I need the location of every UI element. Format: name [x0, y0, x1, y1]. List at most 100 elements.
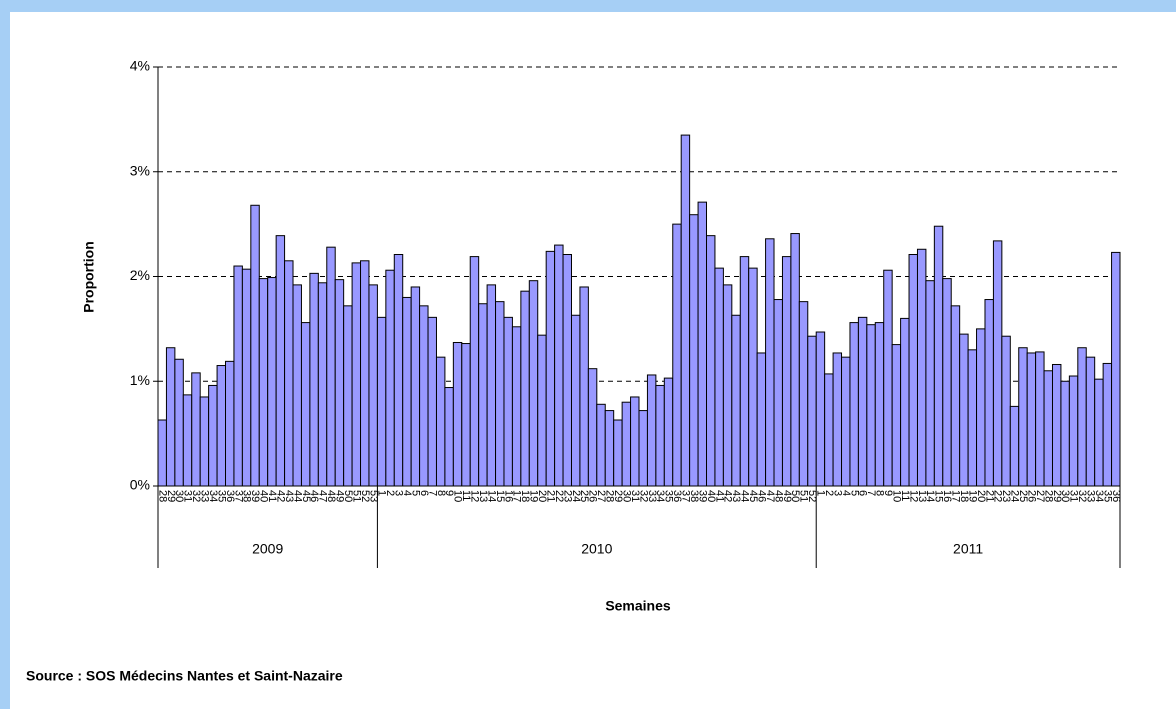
bar [469, 256, 480, 487]
x-tick-label: 9 [882, 490, 894, 496]
x-tick-label: 11 [460, 490, 472, 501]
x-tick-label: 15 [933, 490, 945, 502]
bar [714, 267, 724, 487]
bar [942, 278, 952, 487]
x-tick-label: 53 [367, 490, 379, 502]
bar [511, 326, 522, 487]
x-tick-label: 24 [570, 490, 582, 502]
bar [680, 134, 691, 487]
bar [528, 280, 539, 487]
x-tick-label: 14 [485, 490, 497, 502]
x-tick-label: 25 [1017, 490, 1029, 502]
bar [790, 233, 800, 487]
x-tick-label: 38 [241, 490, 253, 502]
x-tick-label: 32 [1076, 490, 1088, 502]
x-tick-label: 46 [308, 490, 320, 502]
x-tick-label: 31 [1068, 490, 1080, 502]
x-axis-label: Semaines [605, 598, 671, 614]
bar [216, 365, 227, 487]
bar [832, 352, 843, 487]
x-tick-label: 5 [409, 490, 421, 496]
bar [655, 384, 665, 487]
bar [807, 335, 817, 487]
bar [697, 201, 708, 487]
bar [908, 254, 918, 487]
bar [891, 344, 902, 487]
bar [613, 419, 623, 487]
x-tick-label: 28 [1042, 490, 1054, 502]
x-tick-label: 31 [629, 490, 641, 502]
bar [182, 394, 193, 487]
bar [478, 303, 488, 487]
bar [562, 254, 572, 487]
y-tick-label: 3% [130, 162, 150, 178]
source: Source : SOS Médecins Nantes et Saint-Na… [26, 668, 343, 684]
x-tick-label: 26 [587, 490, 599, 502]
bar [587, 368, 598, 487]
x-tick-label: 9 [443, 490, 455, 496]
x-tick-label: 26 [1025, 490, 1037, 502]
x-tick-label: 7 [865, 490, 877, 496]
x-tick-label: 51 [798, 490, 810, 502]
x-tick-label: 41 [713, 490, 725, 502]
x-tick-label: 15 [494, 490, 506, 502]
x-tick-label: 6 [418, 490, 430, 496]
bar [638, 410, 648, 487]
bar [916, 248, 927, 487]
bar [992, 240, 1003, 487]
bar [233, 265, 243, 487]
x-tick-label: 52 [359, 490, 371, 502]
x-tick-label: 44 [291, 490, 303, 502]
x-tick-label: 13 [477, 490, 489, 502]
y-tick-label: 1% [130, 372, 150, 388]
x-tick-label: 27 [1034, 490, 1046, 502]
bar [672, 223, 682, 487]
bar [815, 331, 826, 487]
bar [300, 322, 311, 487]
bar [621, 401, 632, 487]
bar [334, 279, 345, 487]
bar [1102, 362, 1113, 487]
x-tick-label: 17 [511, 490, 523, 502]
x-tick-label: 40 [258, 490, 270, 502]
x-tick-label: 46 [755, 490, 767, 502]
group-label: 2011 [953, 541, 983, 557]
x-tick-label: 47 [317, 490, 329, 502]
y-tick-label: 2% [130, 267, 150, 283]
bar [360, 260, 370, 487]
bar [174, 358, 184, 487]
x-tick-label: 14 [924, 490, 936, 502]
bar [452, 341, 463, 487]
bar [343, 305, 353, 487]
x-tick-label: 18 [519, 490, 531, 502]
x-tick-label: 30 [1059, 490, 1071, 502]
x-tick-label: 23 [1000, 490, 1012, 502]
x-tick-label: 48 [772, 490, 784, 502]
x-tick-label: 4 [401, 490, 413, 496]
x-tick-label: 23 [561, 490, 573, 502]
bar [225, 360, 235, 487]
bar [1077, 347, 1087, 487]
x-tick-label: 45 [747, 490, 759, 502]
bar [267, 277, 277, 487]
x-tick-label: 21 [983, 490, 995, 502]
bar [376, 316, 387, 487]
bar [545, 250, 556, 487]
bar [1035, 351, 1045, 487]
x-tick-label: 36 [671, 490, 683, 502]
group-label: 2010 [581, 541, 612, 557]
bar [900, 317, 910, 487]
bar [351, 262, 362, 487]
bar [486, 284, 497, 487]
x-tick-label: 41 [266, 490, 278, 502]
bar [781, 256, 792, 487]
x-tick-label: 34 [1093, 490, 1105, 502]
x-tick-label: 32 [190, 490, 202, 502]
bar [427, 316, 437, 487]
bar [241, 268, 252, 487]
bar [857, 316, 868, 487]
bar [1094, 378, 1104, 487]
x-tick-label: 30 [173, 490, 185, 502]
bar [258, 278, 269, 487]
bar [756, 352, 767, 487]
